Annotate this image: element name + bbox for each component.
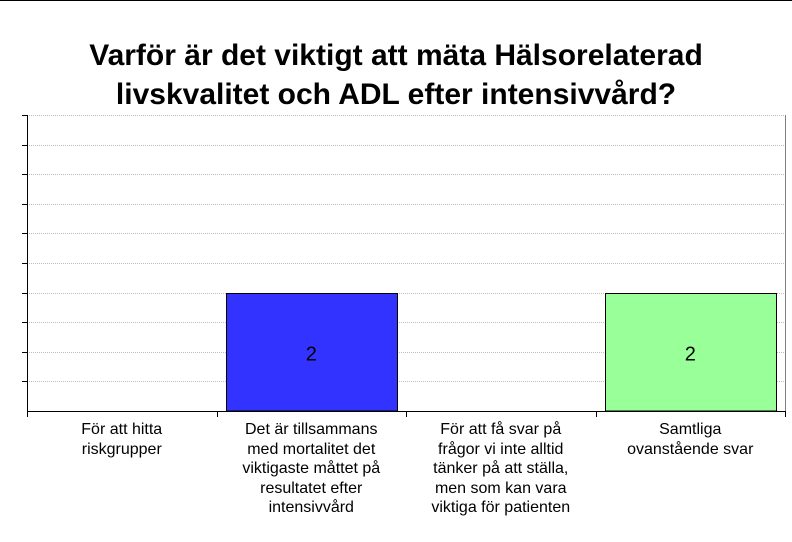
x-tick-label-line: ovanstående svar: [627, 440, 754, 458]
bar: [605, 293, 777, 412]
x-tick-label: Samtliga ovanstående svar: [596, 420, 784, 459]
x-tick-label-line: intensivvård: [268, 499, 354, 516]
x-tick-label-line: med mortalitet det: [247, 440, 376, 458]
bar: [226, 293, 398, 412]
data-label: 2: [306, 343, 317, 365]
x-tick-label-line: För att få svar på: [440, 421, 562, 438]
chart-title-line-2: livskvalitet och ADL efter intensivvård?: [115, 78, 677, 111]
x-tick-label-line: tänker på att ställa,: [433, 460, 569, 477]
x-tick-label: För att få svar på frågor vi inte alltid t…: [407, 420, 595, 518]
x-tick-label: För att hitta riskgrupper: [28, 420, 216, 459]
x-tick-label-line: viktiga för patienten: [431, 499, 571, 516]
chart-title-line-1: Varför är det viktigt att mäta Hälsorela…: [89, 39, 703, 72]
x-tick-label: Det är tillsammans med mortalitet det vikt…: [217, 420, 405, 518]
x-tick-label-line: Samtliga: [659, 421, 722, 438]
data-label: 2: [685, 343, 696, 365]
x-tick-label-line: riskgrupper: [81, 440, 162, 458]
x-tick-label-line: resultatet efter: [260, 479, 363, 497]
x-tick-label-line: viktigaste måttet på: [242, 460, 381, 477]
x-tick-label-line: frågor vi inte alltid: [438, 440, 564, 458]
x-tick-label-line: Det är tillsammans: [245, 421, 378, 438]
x-tick-label-line: För att hitta: [81, 421, 163, 438]
chart-title: Varför är det viktigt att mäta Hälsorela…: [0, 36, 792, 114]
x-tick-label-line: men som kan vara: [434, 479, 567, 497]
